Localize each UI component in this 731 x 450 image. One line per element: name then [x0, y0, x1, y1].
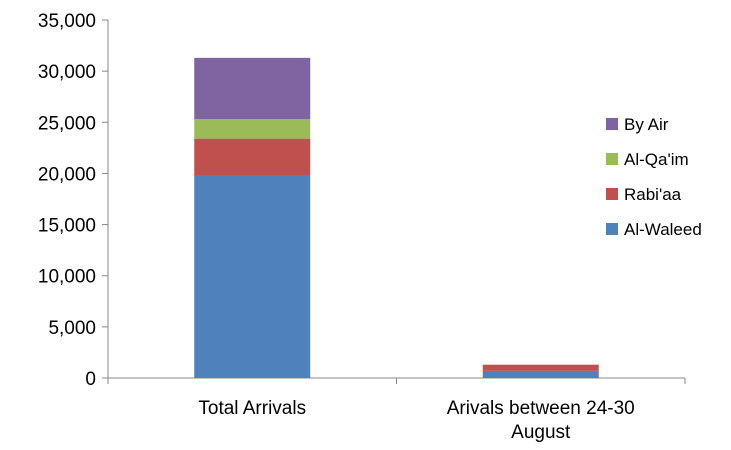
legend-swatch-by-air [606, 118, 618, 130]
x-category-label: Arivals between 24-30 August [447, 398, 635, 443]
x-category-label: Total Arrivals [198, 398, 306, 419]
legend-label-rabi-aa: Rabi'aa [624, 185, 682, 204]
bar-segment-al-waleed [482, 370, 599, 378]
y-tick-label: 35,000 [38, 11, 96, 32]
bar-segment-al-waleed [194, 175, 311, 378]
y-tick-label: 20,000 [38, 164, 96, 185]
bars [194, 57, 599, 378]
bar-segment-by-air [194, 57, 311, 120]
y-tick-label: 25,000 [38, 113, 96, 134]
category-labels: Total Arrivals Arivals between 24-30 Augus… [198, 398, 634, 443]
legend-swatch-rabi-aa [606, 188, 618, 200]
bar-segment-al-qa-im [194, 119, 311, 139]
legend-swatch-al-waleed [606, 223, 618, 235]
legend-label-by-air: By Air [624, 115, 669, 134]
legend-label-al-waleed: Al-Waleed [624, 220, 702, 239]
y-tick-label: 30,000 [38, 62, 96, 83]
y-axis: 0 5,000 10,000 15,000 20,000 25,000 30,000 35,0… [38, 11, 109, 390]
y-tick-label: 0 [85, 369, 96, 390]
legend-swatch-al-qa-im [606, 153, 618, 165]
y-tick-label: 15,000 [38, 216, 96, 237]
legend: By Air Al-Qa'im Rabi'aa Al-Waleed [606, 115, 702, 239]
bar-segment-rabi-aa [194, 138, 311, 176]
x-axis [107, 377, 686, 384]
bar-segment-rabi-aa [482, 364, 599, 371]
y-tick-label: 5,000 [48, 318, 96, 339]
y-tick-label: 10,000 [38, 267, 96, 288]
legend-label-al-qa-im: Al-Qa'im [624, 150, 689, 169]
